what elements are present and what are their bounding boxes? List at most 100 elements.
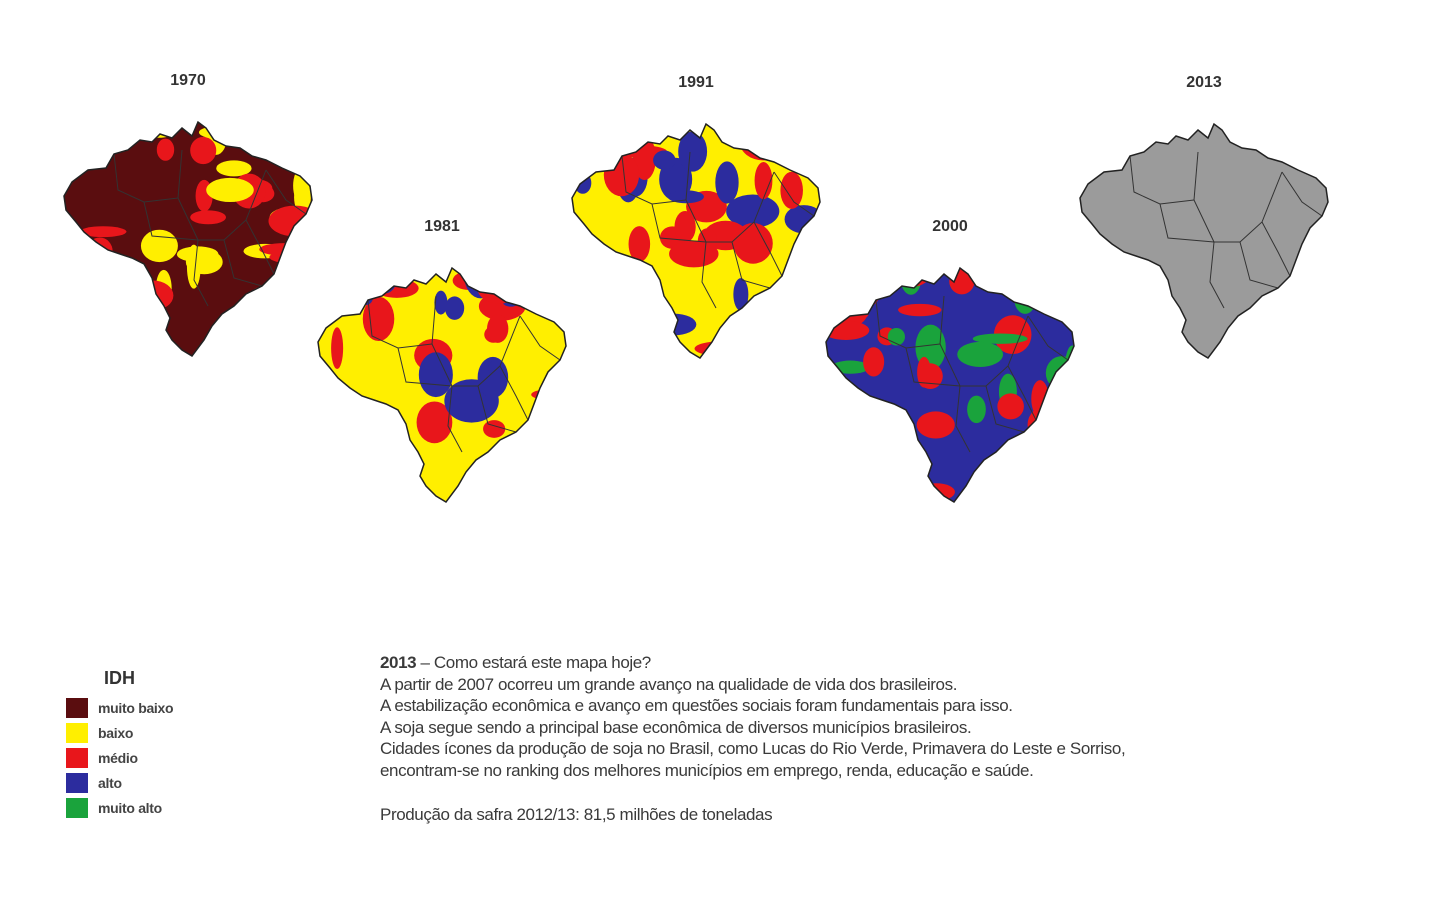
legend-item-baixo: baixo (66, 720, 266, 745)
map-patch (225, 312, 239, 354)
map-patch (982, 474, 1017, 502)
state-border (223, 239, 263, 287)
legend-label: muito baixo (98, 699, 174, 716)
map-year-label: 2000 (932, 218, 968, 235)
country-outline (63, 120, 313, 357)
state-border (193, 239, 209, 307)
map-patch (863, 347, 885, 377)
map-panel-2013: 2013 (1064, 74, 1344, 364)
map-patch (898, 303, 942, 317)
map-patch (848, 268, 873, 293)
map-year-label: 1981 (424, 218, 460, 235)
map-patch (253, 324, 281, 341)
map-panel-1981: 1981 (302, 218, 582, 508)
map-patch (715, 161, 739, 204)
state-border (701, 241, 717, 309)
map-patch (1014, 284, 1036, 314)
map-patch (887, 327, 905, 346)
map-patch (190, 210, 227, 225)
legend-label: alto (98, 774, 122, 791)
map-patch (346, 421, 369, 443)
map-patch (140, 229, 178, 263)
state-border (265, 169, 307, 215)
caption-headline: 2013 – Como estará este mapa hoje? (380, 652, 1380, 674)
caption-year: 2013 (380, 653, 417, 672)
map-patch (726, 194, 780, 228)
state-border (1239, 241, 1279, 289)
map-patch (434, 290, 448, 315)
legend-item-muito-baixo: muito baixo (66, 695, 266, 720)
legend-swatch (66, 772, 88, 793)
map-patch (653, 150, 676, 170)
caption-production: Produção da safra 2012/13: 81,5 milhões … (380, 804, 773, 824)
state-border (985, 385, 1025, 433)
map-patch (678, 131, 708, 172)
country-outline (317, 266, 567, 503)
map-patch (826, 441, 866, 483)
map-patch (418, 352, 453, 398)
state-border (113, 153, 179, 203)
map-patch (867, 483, 893, 502)
map-patch (321, 297, 338, 311)
map-patch (780, 171, 803, 209)
map-patch (889, 268, 932, 288)
state-border (177, 149, 183, 199)
map-patch (754, 162, 773, 200)
map-patch (576, 124, 624, 138)
map-patch (252, 285, 284, 299)
legend-item-alto: alto (66, 770, 266, 795)
state-border (905, 347, 961, 387)
brazil-map-2000 (825, 266, 1075, 503)
country-outline (571, 122, 821, 359)
map-patch (176, 246, 219, 263)
map-patch (190, 136, 217, 165)
state-border (1209, 241, 1225, 309)
map-patch (70, 309, 97, 335)
map-patch (416, 401, 453, 444)
map-year-label: 1991 (678, 74, 714, 91)
map-patch (870, 429, 906, 466)
map-patch (603, 153, 640, 197)
map-patch (628, 226, 651, 262)
state-border (1007, 365, 1037, 421)
state-border (875, 299, 941, 349)
map-patch (477, 272, 522, 304)
legend-swatch (66, 747, 88, 768)
map-patch (362, 296, 395, 342)
caption-line: Cidades ícones da produção de soja no Br… (380, 739, 1126, 759)
map-patch (595, 300, 639, 330)
map-patch (363, 471, 417, 502)
state-border (1027, 315, 1069, 361)
caption-line: A estabilização econômica e avanço em qu… (380, 696, 1013, 716)
map-patch (733, 278, 749, 311)
map-patch (575, 256, 597, 288)
map-patch (216, 160, 252, 177)
state-border (1261, 221, 1291, 277)
map-patch (86, 237, 113, 266)
legend-title: IDH (104, 668, 135, 688)
state-border (753, 221, 783, 277)
map-patch (916, 411, 955, 439)
brazil-map-2013 (1079, 122, 1329, 359)
state-border (955, 385, 971, 453)
map-patch (483, 420, 506, 438)
caption-line: encontram-se no ranking dos melhores mun… (380, 760, 1034, 780)
map-patch (733, 223, 773, 264)
map-patch (916, 483, 955, 501)
map-patch (487, 314, 509, 343)
country-outline (1079, 122, 1329, 359)
map-patch (507, 474, 532, 502)
state-border (367, 299, 433, 349)
state-border (447, 385, 463, 453)
legend-swatch (66, 697, 88, 718)
state-border (245, 219, 275, 275)
legend-item-medio: médio (66, 745, 266, 770)
map-patch (558, 451, 566, 469)
map-panel-1991: 1991 (556, 74, 836, 364)
map-panel-1970: 1970 (48, 72, 328, 362)
state-border (651, 203, 707, 243)
map-patch (343, 474, 391, 502)
state-border (1129, 155, 1195, 205)
map-panel-2000: 2000 (810, 218, 1090, 508)
map-patch (957, 341, 1004, 367)
